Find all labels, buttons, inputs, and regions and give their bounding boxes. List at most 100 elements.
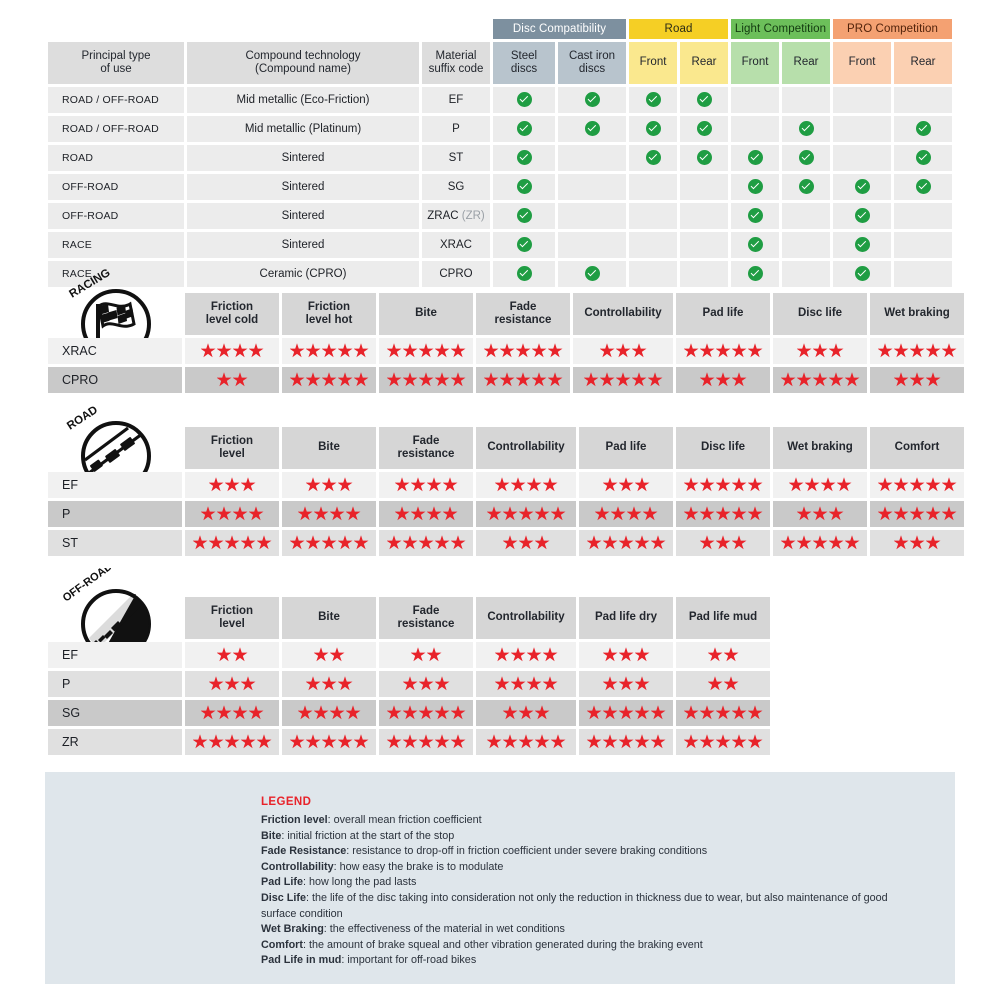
star-icon xyxy=(321,343,337,358)
star-icon xyxy=(618,477,634,492)
star-icon xyxy=(494,676,510,691)
star-icon xyxy=(715,477,731,492)
racing-col-header-1: Friction level hot xyxy=(282,293,376,335)
star-icon xyxy=(337,477,353,492)
star-icon xyxy=(715,705,731,720)
star-icon xyxy=(232,343,248,358)
star-icon xyxy=(224,676,240,691)
star-icon xyxy=(337,535,353,550)
check-cell-empty xyxy=(833,116,892,142)
offroad-rating-cell xyxy=(282,700,376,726)
star-icon xyxy=(699,506,715,521)
star-rating xyxy=(216,372,248,388)
check-cell-empty xyxy=(894,261,953,287)
star-icon xyxy=(418,676,434,691)
racing-table: Friction level cold Friction level hot Bite F… xyxy=(45,290,967,396)
table-row: CPRO xyxy=(48,367,964,393)
star-icon xyxy=(450,372,466,387)
star-icon xyxy=(747,705,763,720)
star-rating xyxy=(683,343,763,359)
legend-term: Pad Life xyxy=(261,876,303,889)
check-icon xyxy=(915,150,931,166)
offroad-rating-cell xyxy=(185,700,279,726)
legend-description: : important for off-road bikes xyxy=(341,954,477,967)
offroad-rating-cell xyxy=(282,671,376,697)
star-icon xyxy=(828,343,844,358)
offroad-table-wrapper: Friction level Bite Fade resistance Controlla… xyxy=(45,594,773,758)
star-rating xyxy=(386,372,466,388)
road-col-header-6: Wet braking xyxy=(773,427,867,469)
star-icon xyxy=(418,343,434,358)
table-row: P xyxy=(48,501,964,527)
star-icon xyxy=(402,372,418,387)
compat-col-header-0: Principal type of use xyxy=(48,42,184,84)
offroad-col-header-0: Friction level xyxy=(185,597,279,639)
star-icon xyxy=(248,506,264,521)
road-badge-icon: ROAD xyxy=(58,400,162,504)
star-icon xyxy=(707,647,723,662)
star-icon xyxy=(599,372,615,387)
check-cell-empty xyxy=(680,203,728,229)
star-icon xyxy=(386,734,402,749)
offroad-rating-cell xyxy=(379,700,473,726)
legend-description: : how easy the brake is to modulate xyxy=(333,860,504,873)
star-rating xyxy=(586,705,666,721)
star-rating xyxy=(289,535,369,551)
offroad-row-label: SG xyxy=(48,700,182,726)
star-icon xyxy=(642,506,658,521)
star-rating xyxy=(683,734,763,750)
star-icon xyxy=(602,535,618,550)
offroad-rating-cell xyxy=(185,642,279,668)
star-icon xyxy=(434,705,450,720)
column-header-row: Principal type of use Compound technology(… xyxy=(48,42,953,84)
check-icon xyxy=(747,179,763,195)
star-icon xyxy=(542,647,558,662)
offroad-col-header-5: Pad life mud xyxy=(676,597,770,639)
check-icon xyxy=(584,121,600,137)
star-icon xyxy=(402,343,418,358)
compatibility-tbody: ROAD / OFF-ROAD Mid metallic (Eco-Frictio… xyxy=(48,87,953,287)
star-icon xyxy=(699,705,715,720)
road-row-label: EF xyxy=(48,472,182,498)
racing-col-header-5: Pad life xyxy=(676,293,770,335)
star-icon xyxy=(232,372,248,387)
star-icon xyxy=(305,372,321,387)
star-icon xyxy=(618,535,634,550)
star-icon xyxy=(321,734,337,749)
star-rating xyxy=(683,506,763,522)
star-icon xyxy=(329,705,345,720)
star-icon xyxy=(499,372,515,387)
offroad-rating-cell xyxy=(476,671,576,697)
racing-rating-cell xyxy=(282,338,376,364)
star-icon xyxy=(634,734,650,749)
check-cell-yes xyxy=(493,232,555,258)
star-icon xyxy=(602,647,618,662)
racing-header-row: Friction level cold Friction level hot Bite F… xyxy=(48,293,964,335)
star-icon xyxy=(699,343,715,358)
racing-rating-cell xyxy=(185,367,279,393)
star-icon xyxy=(893,372,909,387)
star-icon xyxy=(723,647,739,662)
check-cell-empty xyxy=(558,232,626,258)
principal-use-cell: RACE xyxy=(48,232,184,258)
star-icon xyxy=(434,343,450,358)
road-badge-cell xyxy=(48,427,182,469)
star-icon xyxy=(812,506,828,521)
star-icon xyxy=(345,506,361,521)
road-rating-cell xyxy=(676,472,770,498)
check-cell-yes xyxy=(782,145,831,171)
check-icon xyxy=(516,179,532,195)
star-icon xyxy=(402,734,418,749)
compatibility-thead: Disc Compatibility Road Light Competition P… xyxy=(48,19,953,84)
legend-description: : the amount of brake squeal and other v… xyxy=(302,938,703,951)
star-rating xyxy=(297,506,361,522)
offroad-rating-cell xyxy=(379,642,473,668)
check-icon xyxy=(516,92,532,108)
offroad-rating-cell xyxy=(476,729,576,755)
group-header-disc: Disc Compatibility xyxy=(493,19,626,39)
principal-use-cell: ROAD / OFF-ROAD xyxy=(48,87,184,113)
star-icon xyxy=(893,343,909,358)
group-header-road: Road xyxy=(629,19,728,39)
star-rating xyxy=(893,372,941,388)
star-icon xyxy=(877,343,893,358)
